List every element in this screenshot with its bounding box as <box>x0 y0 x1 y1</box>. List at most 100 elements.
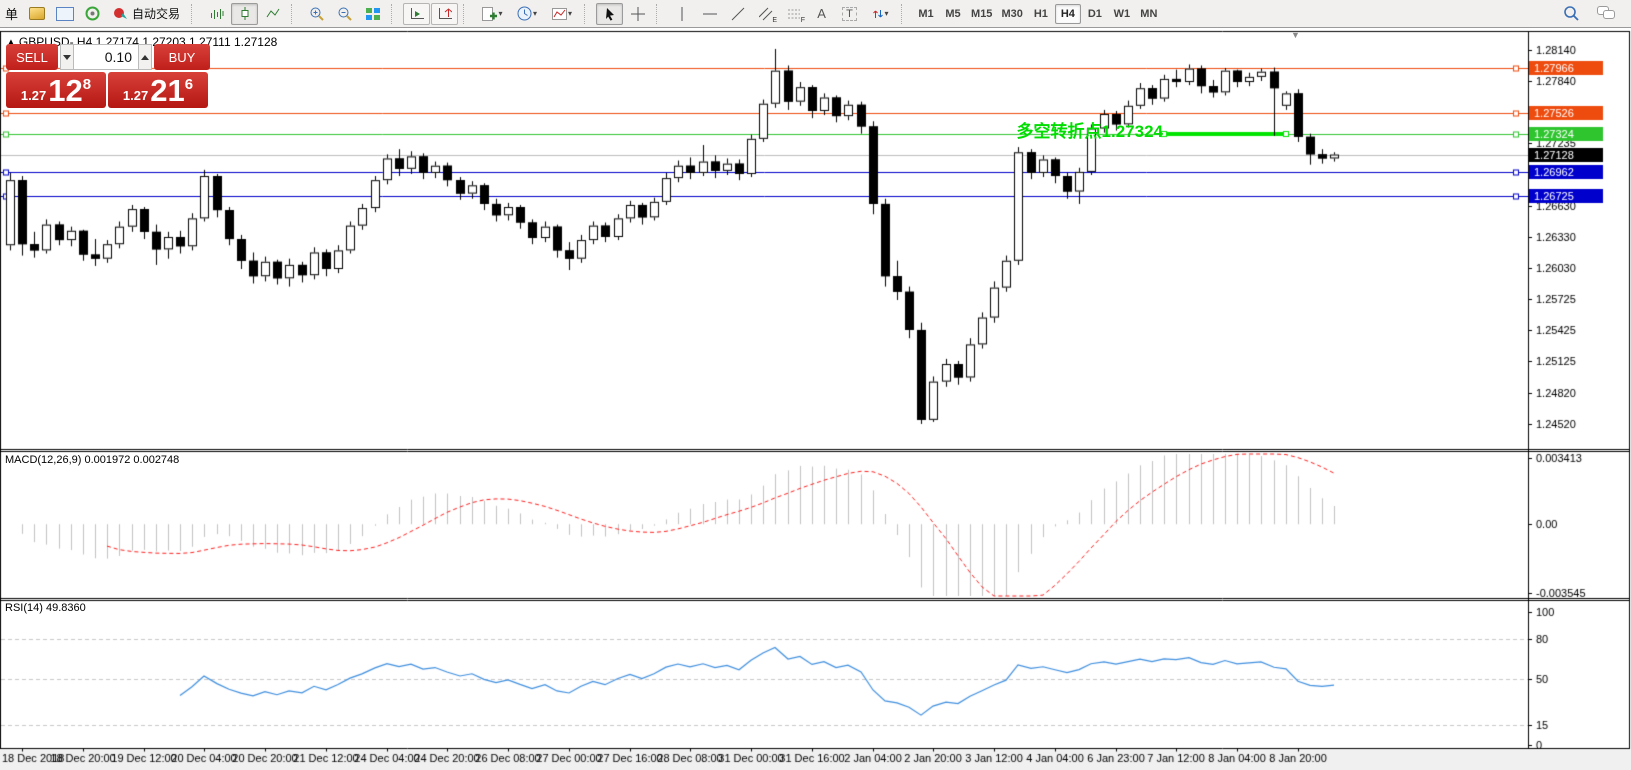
buy-price-sup: 6 <box>184 76 194 93</box>
trendline-button[interactable] <box>724 3 751 25</box>
search-button[interactable] <box>1558 3 1585 25</box>
volume-decrease-button[interactable] <box>60 44 74 70</box>
auto-trading-label: 自动交易 <box>132 7 181 21</box>
toolbar-separator <box>463 3 470 24</box>
new-chart-icon[interactable] <box>51 3 78 25</box>
auto-scroll-icon <box>410 7 424 19</box>
buy-price-big: 21 <box>150 73 185 108</box>
fibonacci-letter: F <box>800 16 806 24</box>
chart-shift-marker-icon[interactable]: ▼ <box>1291 30 1300 40</box>
cursor-icon <box>605 7 614 21</box>
toolbar-separator <box>656 3 663 24</box>
volume-increase-button[interactable] <box>138 44 152 70</box>
cursor-button[interactable] <box>596 2 624 25</box>
community-icon[interactable] <box>79 3 106 25</box>
tile-windows-icon <box>365 7 380 20</box>
arrows-button[interactable]: ▾ <box>864 3 896 25</box>
trendline-icon <box>731 7 744 20</box>
triangle-down-icon <box>63 54 71 60</box>
chat-bubbles-icon <box>1596 6 1615 19</box>
volume-stepper <box>60 44 152 70</box>
timeframe-h1[interactable]: H1 <box>1028 4 1054 24</box>
chart-window-icon <box>55 6 74 21</box>
chevron-down-icon: ▾ <box>533 9 538 18</box>
periods-button[interactable]: ▾ <box>510 3 544 25</box>
buy-button[interactable]: BUY <box>154 44 210 70</box>
horizontal-line-button[interactable] <box>696 3 723 25</box>
sell-price-big: 12 <box>48 73 83 108</box>
channel-icon <box>758 7 772 20</box>
auto-trading-button[interactable]: 自动交易 <box>107 2 186 26</box>
rsi-indicator-label: RSI(14) 49.8360 <box>5 602 86 614</box>
timeframe-m5[interactable]: M5 <box>940 4 966 24</box>
crosshair-button[interactable] <box>624 3 651 25</box>
chevron-down-icon: ▾ <box>568 9 573 18</box>
timeframe-m1[interactable]: M1 <box>913 4 939 24</box>
line-chart-button[interactable] <box>259 3 286 25</box>
at-icon <box>85 6 100 21</box>
text-label-button[interactable]: T <box>836 3 863 25</box>
chat-button[interactable] <box>1591 3 1621 25</box>
annotation-text: 多空转折点1.27324 <box>1016 122 1163 141</box>
collapse-panel-icon[interactable]: ▲ <box>7 37 15 46</box>
indicators-button[interactable]: ▾ <box>475 3 509 25</box>
timeframe-d1[interactable]: D1 <box>1082 4 1108 24</box>
auto-trading-icon <box>114 8 128 19</box>
text-label-icon: T <box>842 6 857 21</box>
auto-scroll-button[interactable] <box>403 2 431 25</box>
triangle-up-icon <box>141 54 149 60</box>
vertical-line-icon <box>681 6 683 21</box>
chart-canvas[interactable] <box>0 30 1631 770</box>
candlestick-icon <box>241 7 249 20</box>
toolbar-separator <box>391 3 398 24</box>
fibonacci-button[interactable]: F <box>780 3 807 25</box>
text-tool-label: A <box>817 6 826 21</box>
timeframe-m30[interactable]: M30 <box>997 4 1026 24</box>
sell-price-prefix: 1.27 <box>20 88 47 103</box>
toolbar-separator <box>901 3 908 24</box>
text-button[interactable]: A <box>808 3 835 25</box>
sell-button[interactable]: SELL <box>6 44 58 70</box>
new-order-label[interactable]: 单 <box>5 7 19 22</box>
fibonacci-icon <box>787 9 800 18</box>
channel-letter: E <box>772 16 778 24</box>
toolbar-separator <box>584 3 591 24</box>
buy-price-prefix: 1.27 <box>122 88 149 103</box>
toolbar-separator <box>291 3 298 24</box>
main-toolbar: 单 自动交易 ▾ ▾ ▾ <box>0 0 1631 28</box>
templates-button[interactable]: ▾ <box>545 3 579 25</box>
horizontal-line-icon <box>702 13 717 14</box>
candlestick-chart-button[interactable] <box>231 2 259 25</box>
channel-button[interactable]: E <box>752 3 779 25</box>
timeframe-w1[interactable]: W1 <box>1109 4 1135 24</box>
timeframe-m15[interactable]: M15 <box>967 4 996 24</box>
zoom-out-icon <box>338 7 352 21</box>
chevron-down-icon: ▾ <box>884 9 889 18</box>
sell-price-sup: 8 <box>82 76 92 93</box>
template-icon <box>552 7 568 20</box>
line-chart-icon <box>266 8 279 18</box>
chart-shift-button[interactable] <box>431 2 459 25</box>
volume-input[interactable] <box>74 44 138 70</box>
chart-shift-icon <box>438 7 452 19</box>
add-indicator-icon <box>481 6 497 21</box>
zoom-in-button[interactable] <box>303 3 330 25</box>
chevron-down-icon: ▾ <box>498 9 503 18</box>
timeframe-h4[interactable]: H4 <box>1054 3 1081 24</box>
bar-chart-icon <box>210 9 224 19</box>
timeframe-mn[interactable]: MN <box>1136 4 1162 24</box>
toolbar-separator <box>191 3 198 24</box>
search-icon <box>1564 6 1579 21</box>
bar-chart-button[interactable] <box>203 3 230 25</box>
buy-price-display[interactable]: 1.27 21 6 <box>108 72 208 108</box>
gold-box-icon <box>28 7 45 20</box>
macd-indicator-label: MACD(12,26,9) 0.001972 0.002748 <box>5 454 180 466</box>
sell-price-display[interactable]: 1.27 12 8 <box>6 72 106 108</box>
tile-windows-button[interactable] <box>359 3 386 25</box>
zoom-out-button[interactable] <box>331 3 358 25</box>
order-history-icon[interactable] <box>23 3 50 25</box>
vertical-line-button[interactable] <box>668 3 695 25</box>
clock-icon <box>517 6 532 21</box>
arrows-icon <box>872 9 883 18</box>
